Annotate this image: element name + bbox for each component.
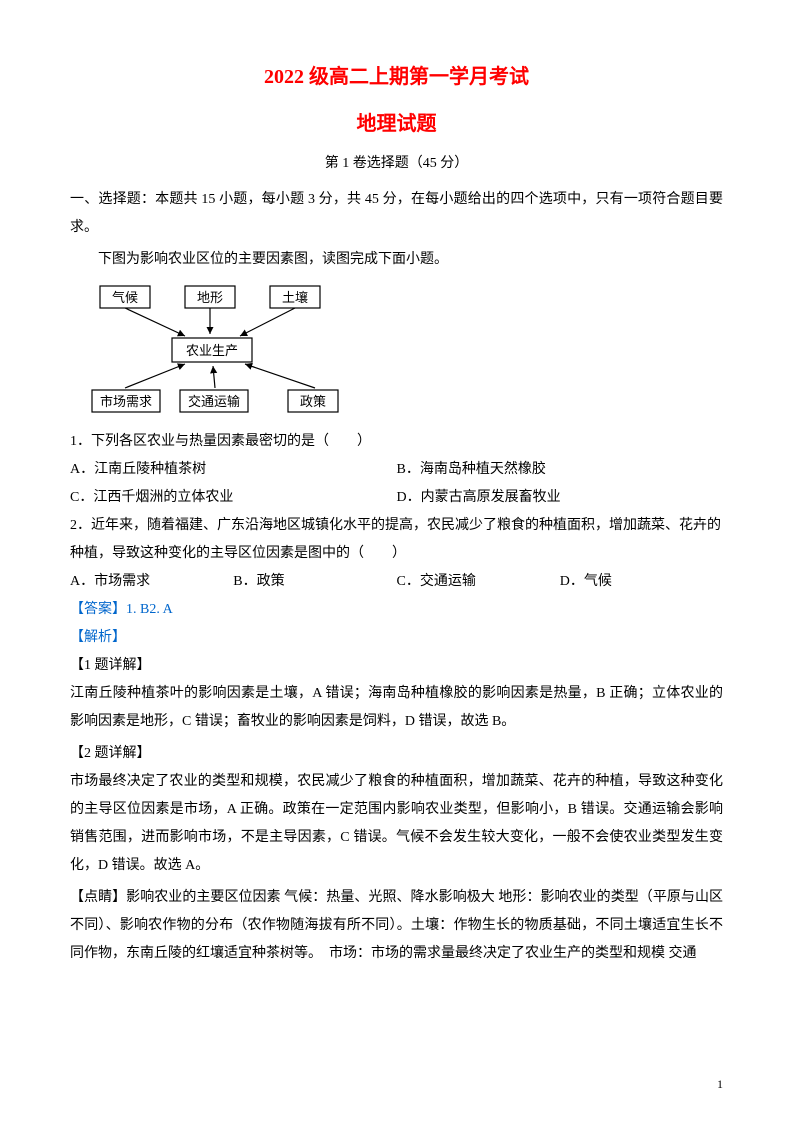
q2-stem-line2: 种植，导致这种变化的主导区位因素是图中的（ ） bbox=[70, 540, 723, 568]
answer-line: 【答案】1. B2. A bbox=[70, 596, 723, 624]
exam-title: 2022 级高二上期第一学月考试 bbox=[70, 60, 723, 89]
factors-diagram: 气候 地形 土壤 农业生产 市场需求 bbox=[90, 284, 723, 414]
diagram-box-center: 农业生产 bbox=[186, 343, 238, 358]
q2-option-a: A．市场需求 bbox=[70, 568, 233, 596]
diagram-box-policy: 政策 bbox=[300, 394, 326, 409]
q2-option-c: C．交通运输 bbox=[397, 568, 560, 596]
section-label: 第 1 卷选择题（45 分） bbox=[70, 152, 723, 172]
diagram-box-soil: 土壤 bbox=[282, 290, 308, 305]
q2-detail-label: 【2 题详解】 bbox=[70, 740, 723, 768]
instruction-text: 一、选择题：本题共 15 小题，每小题 3 分，共 45 分，在每小题给出的四个… bbox=[70, 186, 723, 242]
diagram-box-market: 市场需求 bbox=[100, 394, 152, 409]
q1-option-d: D．内蒙古高原发展畜牧业 bbox=[397, 484, 724, 512]
subject-title: 地理试题 bbox=[70, 107, 723, 136]
q1-option-a: A．江南丘陵种植茶树 bbox=[70, 456, 397, 484]
q1-option-b: B．海南岛种植天然橡胶 bbox=[397, 456, 724, 484]
q2-option-d: D．气候 bbox=[560, 568, 723, 596]
diagram-box-climate: 气候 bbox=[112, 290, 138, 305]
analysis-label: 【解析】 bbox=[70, 624, 723, 652]
diagram-box-terrain: 地形 bbox=[197, 290, 223, 305]
tip-text: 【点睛】影响农业的主要区位因素 气候：热量、光照、降水影响极大 地形：影响农业的… bbox=[70, 884, 723, 968]
figure-intro: 下图为影响农业区位的主要因素图，读图完成下面小题。 bbox=[70, 246, 723, 274]
q1-detail-label: 【1 题详解】 bbox=[70, 652, 723, 680]
q1-option-c: C．江西千烟洲的立体农业 bbox=[70, 484, 397, 512]
q1-stem: 1．下列各区农业与热量因素最密切的是（ ） bbox=[70, 428, 723, 456]
q2-stem-line1: 2．近年来，随着福建、广东沿海地区城镇化水平的提高，农民减少了粮食的种植面积，增… bbox=[70, 512, 723, 540]
q1-detail-text: 江南丘陵种植茶叶的影响因素是土壤，A 错误；海南岛种植橡胶的影响因素是热量，B … bbox=[70, 680, 723, 736]
diagram-box-transport: 交通运输 bbox=[188, 394, 240, 409]
q2-detail-text: 市场最终决定了农业的类型和规模，农民减少了粮食的种植面积，增加蔬菜、花卉的种植，… bbox=[70, 768, 723, 880]
q2-option-b: B．政策 bbox=[233, 568, 396, 596]
page-number: 1 bbox=[717, 1077, 723, 1092]
